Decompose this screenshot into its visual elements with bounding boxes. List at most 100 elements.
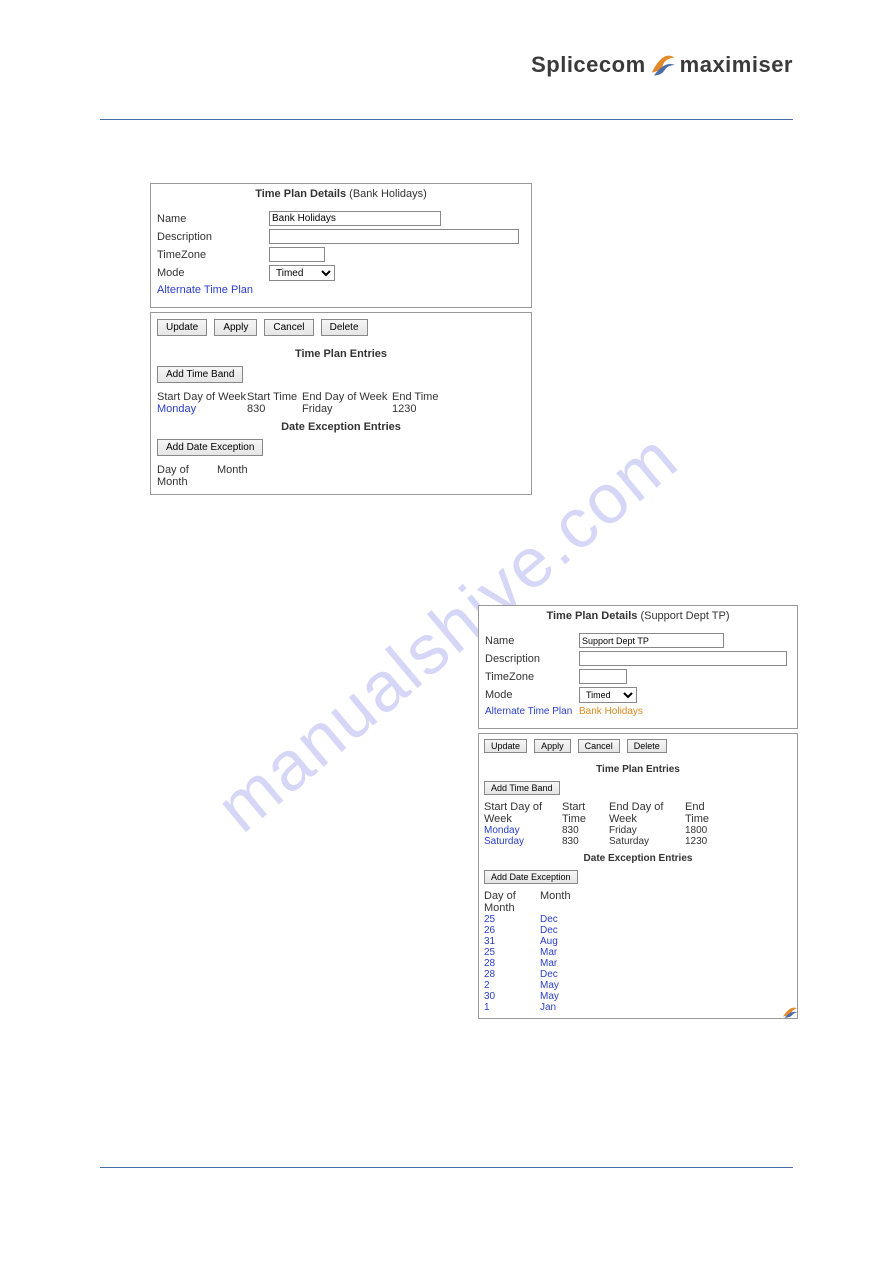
add-date-exception-button-2[interactable]: Add Date Exception	[484, 870, 578, 884]
table-row: 30May	[484, 991, 792, 1002]
page-header: Splicecom maximiser	[100, 0, 793, 120]
end-day-value: Friday	[302, 403, 392, 415]
col-end-time: End Time	[392, 391, 447, 403]
label-name: Name	[157, 213, 269, 225]
entries-header-2: Start Day of Week Start Time End Day of …	[484, 801, 792, 825]
timezone-input[interactable]	[269, 247, 325, 262]
time-plan-entries-panel-1: Update Apply Cancel Delete Time Plan Ent…	[150, 312, 532, 495]
month-link[interactable]: Mar	[540, 958, 580, 969]
label-mode: Mode	[157, 267, 269, 279]
panel2-title-bold: Time Plan Details	[546, 610, 637, 622]
end-day-value: Friday	[609, 825, 685, 836]
update-button[interactable]: Update	[157, 319, 207, 336]
month-link[interactable]: Dec	[540, 914, 580, 925]
start-time-value: 830	[562, 836, 609, 847]
description-input-2[interactable]	[579, 651, 787, 666]
time-plan-entries-panel-2: Update Apply Cancel Delete Time Plan Ent…	[478, 733, 798, 1019]
alternate-time-plan-link-2[interactable]: Alternate Time Plan	[485, 706, 579, 717]
col-start-time: Start Time	[247, 391, 302, 403]
delete-button-2[interactable]: Delete	[627, 739, 667, 753]
col-month: Month	[217, 464, 257, 488]
month-link[interactable]: May	[540, 980, 580, 991]
mode-select[interactable]: Timed	[269, 265, 335, 281]
end-time-value: 1230	[392, 403, 447, 415]
month-link[interactable]: Mar	[540, 947, 580, 958]
cancel-button-2[interactable]: Cancel	[578, 739, 620, 753]
entries-header: Start Day of Week Start Time End Day of …	[157, 391, 525, 403]
col-day-of-month-2: Day of Month	[484, 890, 540, 914]
corner-swoosh-icon	[783, 1004, 797, 1018]
day-of-month-link[interactable]: 1	[484, 1002, 540, 1013]
month-link[interactable]: Aug	[540, 936, 580, 947]
panel1-title: Time Plan Details (Bank Holidays)	[151, 184, 531, 204]
date-exception-title-1: Date Exception Entries	[151, 421, 531, 433]
day-of-month-link[interactable]: 28	[484, 969, 540, 980]
table-row: 1Jan	[484, 1002, 792, 1013]
month-link[interactable]: Jan	[540, 1002, 580, 1013]
table-row: 25Mar	[484, 947, 792, 958]
mode-select-2[interactable]: Timed	[579, 687, 637, 703]
add-date-exception-button[interactable]: Add Date Exception	[157, 439, 263, 456]
date-exception-title-2: Date Exception Entries	[479, 853, 797, 864]
day-of-month-link[interactable]: 31	[484, 936, 540, 947]
brand-text-splicecom: Splicecom	[531, 52, 646, 78]
alternate-time-plan-value[interactable]: Bank Holidays	[579, 706, 643, 717]
table-row: 2May	[484, 980, 792, 991]
start-day-link[interactable]: Saturday	[484, 836, 562, 847]
swoosh-icon	[648, 50, 678, 80]
alternate-time-plan-link[interactable]: Alternate Time Plan	[157, 284, 253, 296]
label-mode-2: Mode	[485, 689, 579, 701]
table-row: 25Dec	[484, 914, 792, 925]
panel2-title-paren: (Support Dept TP)	[640, 610, 729, 622]
time-plan-entries-title-2: Time Plan Entries	[479, 764, 797, 775]
label-description: Description	[157, 231, 269, 243]
day-of-month-link[interactable]: 25	[484, 914, 540, 925]
col-month-2: Month	[540, 890, 580, 914]
add-time-band-button[interactable]: Add Time Band	[157, 366, 243, 383]
timezone-input-2[interactable]	[579, 669, 627, 684]
cancel-button[interactable]: Cancel	[264, 319, 313, 336]
month-link[interactable]: May	[540, 991, 580, 1002]
start-day-link[interactable]: Monday	[157, 403, 247, 415]
start-time-value: 830	[247, 403, 302, 415]
panel2-title: Time Plan Details (Support Dept TP)	[479, 606, 797, 626]
label-name-2: Name	[485, 635, 579, 647]
month-link[interactable]: Dec	[540, 925, 580, 936]
day-of-month-link[interactable]: 25	[484, 947, 540, 958]
day-of-month-link[interactable]: 30	[484, 991, 540, 1002]
panel1-title-paren: (Bank Holidays)	[349, 188, 427, 200]
name-input-2[interactable]	[579, 633, 724, 648]
apply-button[interactable]: Apply	[214, 319, 257, 336]
brand-text-maximiser: maximiser	[680, 52, 793, 78]
start-time-value: 830	[562, 825, 609, 836]
table-row: Monday830Friday1230	[157, 403, 525, 415]
day-of-month-link[interactable]: 28	[484, 958, 540, 969]
end-time-value: 1800	[685, 825, 730, 836]
col-start-day: Start Day of Week	[157, 391, 247, 403]
col-end-day-2: End Day of Week	[609, 801, 685, 825]
description-input[interactable]	[269, 229, 519, 244]
end-time-value: 1230	[685, 836, 730, 847]
panel1-title-bold: Time Plan Details	[255, 188, 346, 200]
time-plan-entries-title: Time Plan Entries	[151, 348, 531, 360]
table-row: 26Dec	[484, 925, 792, 936]
time-plan-details-panel-2: Time Plan Details (Support Dept TP) Name…	[478, 605, 798, 729]
col-start-day-2: Start Day of Week	[484, 801, 562, 825]
date-header-1: Day of Month Month	[157, 464, 525, 488]
start-day-link[interactable]: Monday	[484, 825, 562, 836]
table-row: Monday830Friday1800	[484, 825, 792, 836]
update-button-2[interactable]: Update	[484, 739, 527, 753]
label-timezone: TimeZone	[157, 249, 269, 261]
table-row: 28Mar	[484, 958, 792, 969]
label-timezone-2: TimeZone	[485, 671, 579, 683]
name-input[interactable]	[269, 211, 441, 226]
delete-button[interactable]: Delete	[321, 319, 368, 336]
apply-button-2[interactable]: Apply	[534, 739, 571, 753]
date-header-2: Day of Month Month	[484, 890, 792, 914]
col-end-day: End Day of Week	[302, 391, 392, 403]
add-time-band-button-2[interactable]: Add Time Band	[484, 781, 560, 795]
day-of-month-link[interactable]: 26	[484, 925, 540, 936]
month-link[interactable]: Dec	[540, 969, 580, 980]
day-of-month-link[interactable]: 2	[484, 980, 540, 991]
col-end-time-2: End Time	[685, 801, 730, 825]
